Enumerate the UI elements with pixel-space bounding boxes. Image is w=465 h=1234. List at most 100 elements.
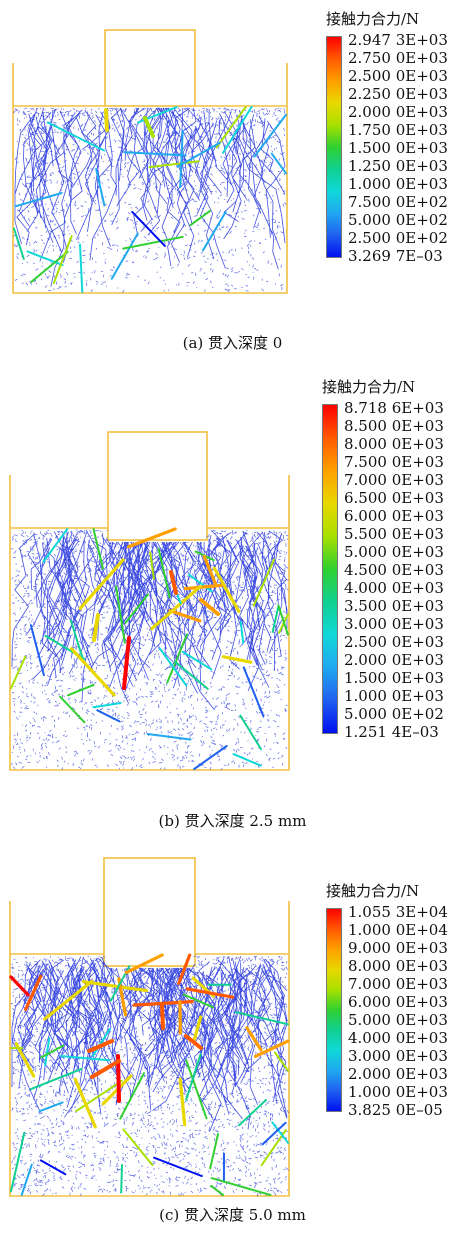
color-scale-bar xyxy=(326,908,342,1112)
force-chain-peak xyxy=(90,1059,121,1079)
panel-a: 接触力合力/N 2.947 3E+03 2.750 0E+03 2.500 0E+0… xyxy=(0,0,465,360)
force-chain-strong xyxy=(187,573,213,593)
force-chain-strong xyxy=(124,593,149,624)
force-chain-strong xyxy=(235,1011,289,1026)
force-chain-strong xyxy=(253,113,287,158)
force-chain-strong xyxy=(26,250,64,267)
force-chain-peak xyxy=(87,1039,114,1053)
legend-label: 1.500 0E+03 xyxy=(348,139,448,157)
panel-c: 接触力合力/N 1.055 3E+04 1.000 0E+04 9.000 0E+0… xyxy=(0,848,465,1234)
indenter-block xyxy=(107,431,208,541)
legend-label: 2.500 0E+03 xyxy=(344,633,444,651)
container-wall xyxy=(9,901,290,1197)
container-frame xyxy=(12,29,288,294)
legend-label: 3.500 0E+03 xyxy=(344,597,444,615)
force-chain-strong xyxy=(81,980,149,993)
force-chain-strong xyxy=(110,232,139,280)
force-chain-strong xyxy=(120,1164,123,1194)
force-chain-strong xyxy=(202,554,218,587)
legend-label: 1.000 0E+04 xyxy=(348,921,448,939)
force-chain-strong xyxy=(182,993,214,1009)
force-chain-strong xyxy=(210,1177,272,1196)
force-chain-strong xyxy=(150,585,202,631)
legend-label: 8.500 0E+03 xyxy=(344,417,444,435)
force-network xyxy=(10,527,290,771)
force-network xyxy=(12,105,287,293)
force-chain-strong xyxy=(79,243,84,293)
panel-b: 接触力合力/N 8.718 6E+03 8.500 0E+03 8.000 0E+0… xyxy=(0,370,465,835)
force-chain-strong xyxy=(75,1079,123,1113)
force-chain-strong xyxy=(261,1121,287,1146)
force-chain-strong xyxy=(181,650,213,671)
legend-label: 1.055 3E+04 xyxy=(348,903,448,921)
legend-label: 6.000 0E+03 xyxy=(348,993,448,1011)
force-chain-strong xyxy=(277,604,289,636)
legend-label: 2.750 0E+03 xyxy=(348,49,448,67)
force-chain-strong xyxy=(252,558,275,607)
force-chain-peak xyxy=(184,1034,203,1050)
legend-labels: 2.947 3E+03 2.750 0E+03 2.500 0E+03 2.250 0… xyxy=(348,31,448,265)
force-chain-strong xyxy=(59,695,86,724)
force-chain-strong xyxy=(78,558,125,610)
force-chain-strong xyxy=(148,160,200,169)
legend-label: 7.000 0E+03 xyxy=(348,975,448,993)
legend-label: 5.500 0E+03 xyxy=(344,525,444,543)
force-chain-strong xyxy=(46,121,106,152)
force-chain-strong xyxy=(96,709,121,723)
force-chain-strong xyxy=(115,585,126,644)
force-chain-strong xyxy=(222,105,253,154)
container-frame xyxy=(9,431,290,771)
caption-a: (a) 贯入深度 0 xyxy=(182,334,283,352)
force-chain-strong xyxy=(168,609,202,623)
legend-label: 2.500 0E+02 xyxy=(348,229,448,247)
container-frame xyxy=(9,857,290,1197)
indenter-block xyxy=(103,857,196,967)
force-chain-fine xyxy=(11,530,288,711)
force-chain-strong xyxy=(122,1128,154,1167)
force-chain-strong xyxy=(122,235,184,250)
legend-c: 接触力合力/N 1.055 3E+04 1.000 0E+04 9.000 0E+0… xyxy=(326,880,448,1119)
force-chain-strong xyxy=(20,1163,33,1196)
legend-label: 5.000 0E+03 xyxy=(344,543,444,561)
force-chain-strong xyxy=(178,1077,187,1127)
force-chain-strong xyxy=(13,227,25,260)
legend-label: 2.500 0E+03 xyxy=(348,67,448,85)
force-chain-strong xyxy=(232,753,262,767)
force-chain-strong xyxy=(209,1133,219,1170)
legend-label: 1.750 0E+03 xyxy=(348,121,448,139)
legend-labels: 1.055 3E+04 1.000 0E+04 9.000 0E+03 8.000 0… xyxy=(348,903,448,1119)
simulation-view-c xyxy=(9,857,290,1197)
force-chain-strong xyxy=(245,1026,263,1052)
force-chain-fine xyxy=(14,107,286,287)
simulation-view-b xyxy=(9,431,290,771)
force-chain-strong xyxy=(123,151,187,157)
force-chain-strong xyxy=(212,566,241,613)
force-chain-strong xyxy=(158,647,188,687)
force-chain-strong xyxy=(24,974,43,1011)
force-chain-strong xyxy=(92,702,122,709)
force-chain-peak xyxy=(143,116,155,138)
force-chain-strong xyxy=(270,152,287,175)
container-wall xyxy=(9,475,290,771)
force-chain-peak xyxy=(160,1004,165,1030)
color-scale-bar xyxy=(322,404,338,734)
force-chain-strong xyxy=(242,666,265,717)
force-chain-strong xyxy=(185,1059,208,1120)
legend-label: 7.500 0E+02 xyxy=(348,193,448,211)
legend-label: 2.947 3E+03 xyxy=(348,31,448,49)
legend-label: 1.000 0E+03 xyxy=(348,175,448,193)
legend-label: 9.000 0E+03 xyxy=(348,939,448,957)
legend-label: 1.000 0E+03 xyxy=(348,1083,448,1101)
force-chain-strong xyxy=(274,1051,289,1072)
force-chain-strong xyxy=(239,714,262,750)
force-chain-strong xyxy=(92,528,104,570)
force-chain-strong xyxy=(253,1039,290,1058)
force-chain-strong xyxy=(149,551,155,580)
force-chain-strong xyxy=(238,1099,267,1127)
legend-label: 3.000 0E+03 xyxy=(344,615,444,633)
legend-b: 接触力合力/N 8.718 6E+03 8.500 0E+03 8.000 0E+0… xyxy=(322,376,444,741)
force-chain-peak xyxy=(104,108,109,132)
legend-label: 1.251 4E–03 xyxy=(344,723,439,741)
legend-label: 3.825 0E–05 xyxy=(348,1101,443,1119)
force-chain-strong xyxy=(10,1131,26,1193)
